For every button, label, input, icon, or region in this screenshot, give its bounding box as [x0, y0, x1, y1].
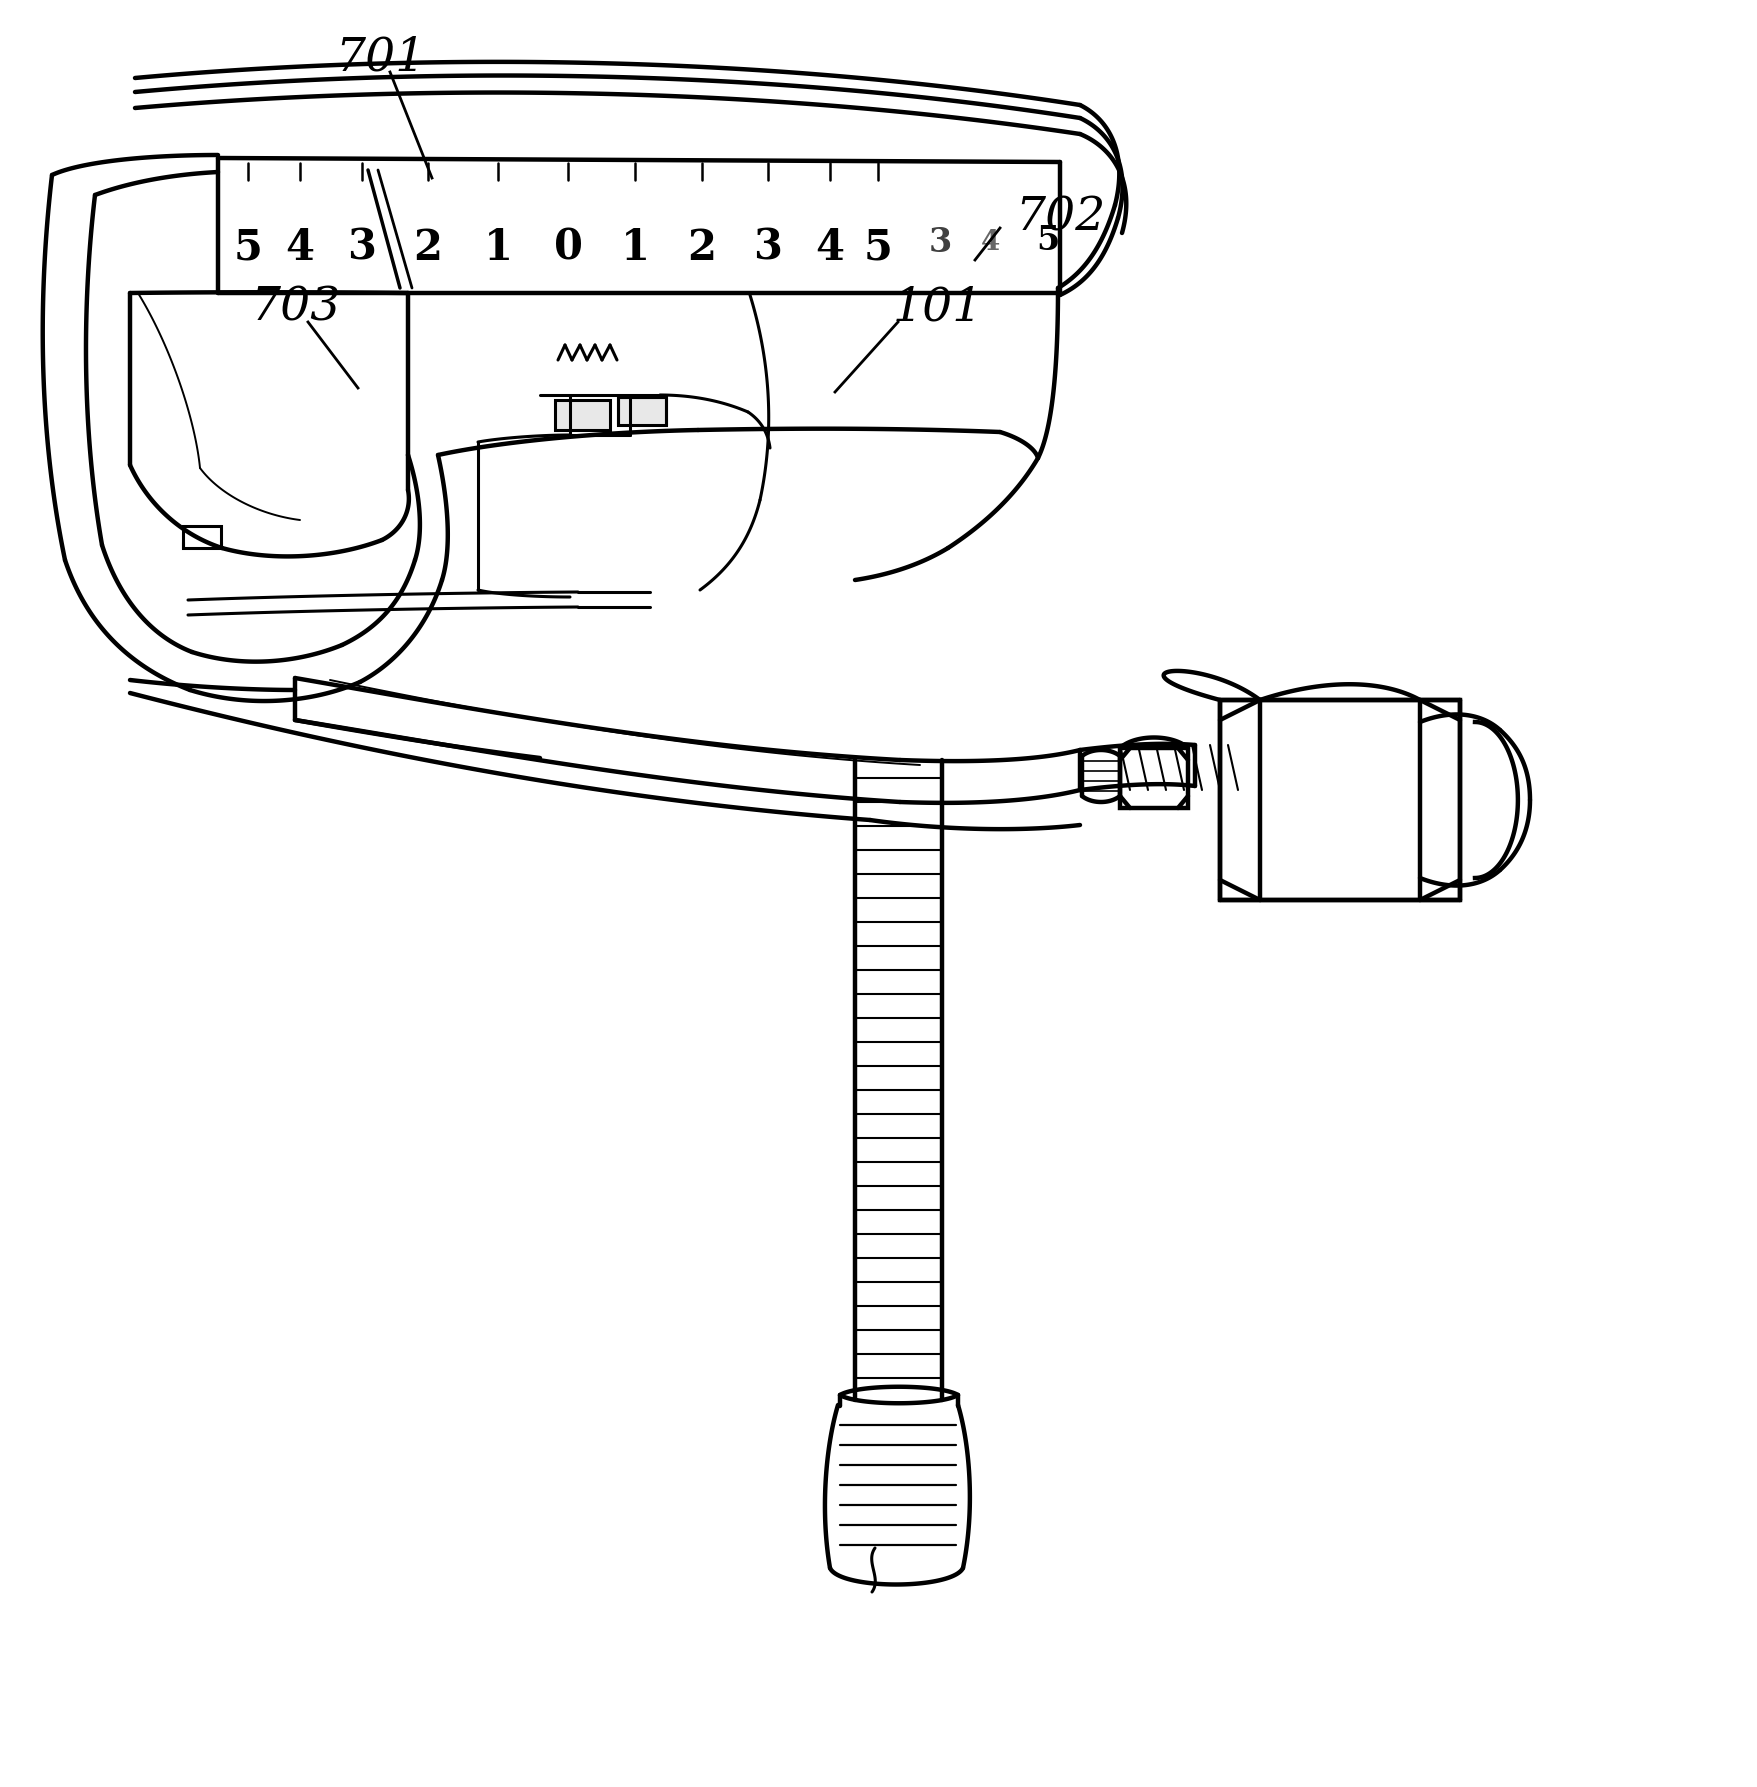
Text: 5: 5 [234, 227, 262, 270]
Text: 4: 4 [980, 229, 1000, 256]
Text: 2: 2 [413, 227, 443, 270]
Text: 5: 5 [1037, 223, 1059, 257]
Text: 3: 3 [928, 225, 952, 259]
Text: 701: 701 [336, 36, 425, 80]
Text: 5: 5 [863, 227, 893, 270]
Text: 1: 1 [620, 227, 650, 270]
Bar [1119, 749, 1188, 808]
Text: 1: 1 [483, 227, 513, 270]
Text: 702: 702 [1016, 195, 1105, 241]
Text: 3: 3 [754, 227, 782, 270]
Text: 2: 2 [687, 227, 717, 270]
Text: 4: 4 [815, 227, 845, 270]
Text: 101: 101 [893, 286, 984, 331]
Bar [555, 400, 610, 431]
FancyBboxPatch shape [183, 525, 221, 549]
Text: 703: 703 [249, 286, 341, 331]
Bar [618, 397, 666, 425]
Text: 3: 3 [348, 227, 376, 270]
Text: 4: 4 [285, 227, 315, 270]
FancyBboxPatch shape [1219, 701, 1460, 901]
Text: 0: 0 [553, 227, 583, 270]
